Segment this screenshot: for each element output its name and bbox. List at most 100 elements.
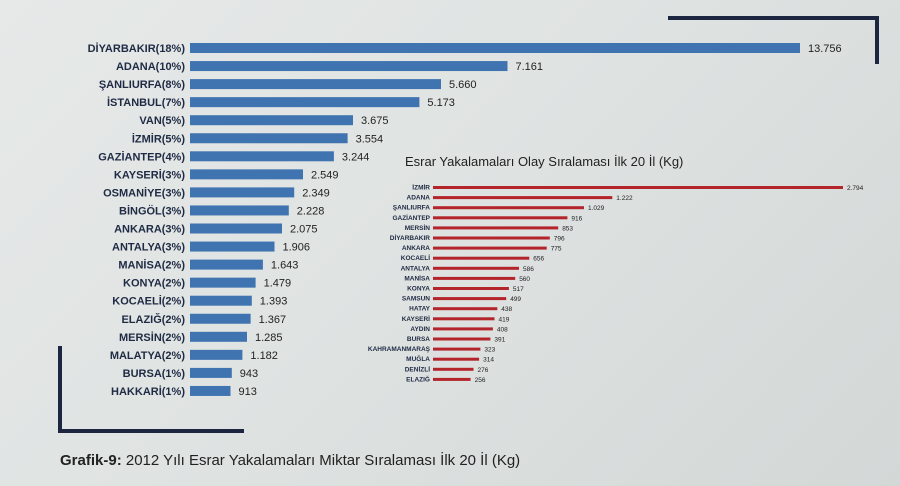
category-label: BURSA(1%): [123, 368, 186, 380]
bar: [190, 151, 334, 162]
bar: [433, 186, 843, 189]
category-label: ADANA: [407, 195, 431, 202]
bar: [433, 216, 568, 220]
bar: [433, 287, 509, 290]
category-label: MANİSA(2%): [118, 259, 185, 272]
bar: [433, 226, 559, 230]
frame-bracket-top: [668, 16, 878, 20]
value-label: 656: [533, 256, 544, 263]
value-label: 853: [562, 225, 573, 232]
value-label: 517: [513, 286, 524, 293]
category-label: ADANA(10%): [116, 61, 185, 73]
bar: [433, 246, 547, 250]
category-label: KAHRAMANMARAŞ: [368, 346, 431, 353]
bar: [190, 331, 247, 342]
bar: [433, 236, 550, 240]
bar: [433, 307, 498, 311]
value-label: 1.393: [260, 296, 288, 308]
value-label: 391: [494, 337, 505, 344]
value-label: 419: [499, 316, 510, 323]
value-label: 2.349: [302, 187, 330, 199]
bar: [433, 347, 481, 351]
category-label: KAYSERİ(3%): [114, 168, 185, 181]
bar: [433, 337, 491, 341]
category-label: KONYA: [407, 286, 430, 293]
value-label: 2.549: [311, 169, 339, 181]
bar: [190, 43, 800, 53]
category-label: BURSA: [407, 336, 430, 343]
bar: [433, 206, 584, 210]
category-label: ANTALYA(3%): [112, 242, 185, 254]
category-label: ELAZIĞ(2%): [121, 313, 185, 326]
bar: [190, 79, 441, 90]
category-label: İZMİR(5%): [132, 132, 186, 145]
value-label: 2.794: [847, 185, 864, 192]
value-label: 3.675: [361, 115, 389, 127]
bar: [433, 317, 495, 321]
value-label: 5.173: [427, 97, 455, 109]
bar: [190, 205, 289, 216]
category-label: MERSİN: [405, 224, 431, 232]
category-label: İSTANBUL(7%): [107, 96, 185, 109]
chart-olay: Esrar Yakalamaları Olay Sıralaması İlk 2…: [368, 154, 864, 384]
value-label: 1.479: [264, 278, 292, 290]
value-label: 314: [483, 357, 494, 364]
category-label: KAYSERİ: [402, 315, 430, 323]
figure-caption: Grafik-9: 2012 Yılı Esrar Yakalamaları M…: [60, 452, 520, 469]
category-label: OSMANİYE(3%): [103, 186, 185, 199]
bar: [190, 61, 508, 72]
category-label: İZMİR: [412, 184, 430, 192]
value-label: 1.285: [255, 332, 283, 344]
value-label: 5.660: [449, 79, 477, 91]
category-label: VAN(5%): [139, 115, 185, 127]
value-label: 775: [551, 246, 562, 253]
bar: [433, 327, 493, 331]
value-label: 13.756: [808, 43, 842, 55]
value-label: 1.222: [616, 195, 633, 202]
value-label: 1.367: [259, 314, 287, 326]
category-label: ANKARA(3%): [114, 224, 185, 236]
category-label: DİYARBAKIR(18%): [88, 42, 186, 55]
category-label: ŞANLIURFA(8%): [99, 79, 186, 91]
bar: [190, 115, 353, 126]
bar: [190, 259, 263, 270]
value-label: 1.643: [271, 260, 299, 272]
category-label: HAKKARİ(1%): [111, 385, 185, 398]
value-label: 323: [484, 347, 495, 354]
frame-bracket-bottom: [58, 429, 244, 433]
value-label: 499: [510, 296, 521, 303]
category-label: KONYA(2%): [123, 278, 185, 290]
bar: [433, 266, 519, 270]
bar: [433, 276, 516, 280]
category-label: HATAY: [409, 306, 430, 313]
value-label: 276: [478, 367, 489, 374]
category-label: MALATYA(2%): [110, 350, 186, 362]
value-label: 1.182: [250, 350, 278, 362]
category-label: DİYARBAKIR: [390, 234, 431, 242]
category-label: KOCAELİ(2%): [112, 295, 185, 308]
bar: [190, 277, 256, 288]
bar: [190, 367, 232, 378]
bar: [190, 313, 251, 324]
value-label: 3.244: [342, 151, 370, 163]
value-label: 586: [523, 266, 534, 273]
chart-olay-title: Esrar Yakalamaları Olay Sıralaması İlk 2…: [405, 154, 683, 169]
value-label: 916: [571, 215, 582, 222]
category-label: GAZİANTEP: [392, 214, 430, 222]
value-label: 2.228: [297, 205, 325, 217]
value-label: 913: [239, 386, 257, 398]
value-label: 7.161: [516, 61, 544, 73]
category-label: ELAZIĞ: [406, 374, 430, 383]
frame-bracket-right: [875, 16, 879, 64]
caption-prefix: Grafik-9:: [60, 452, 122, 469]
bar: [190, 295, 252, 306]
value-label: 438: [501, 306, 512, 313]
bar: [190, 169, 303, 180]
bar: [190, 223, 282, 234]
category-label: ANKARA: [402, 245, 430, 252]
category-label: BİNGÖL(3%): [119, 204, 185, 217]
value-label: 2.075: [290, 224, 318, 236]
category-label: ANTALYA: [401, 265, 431, 272]
category-label: MUĞLA: [406, 354, 430, 363]
